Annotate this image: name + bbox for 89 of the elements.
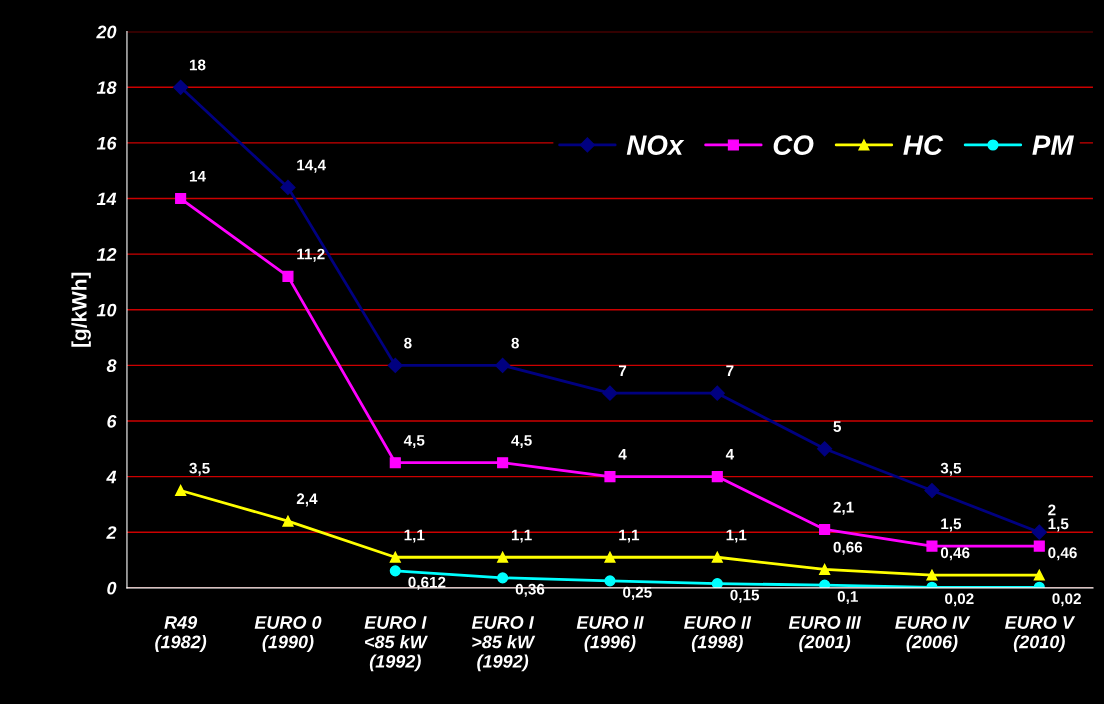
data-label: 14	[189, 170, 206, 182]
y-tick-label: 10	[96, 303, 117, 317]
y-tick-label: 0	[107, 581, 117, 595]
data-label: 4,5	[511, 435, 532, 449]
data-label: 5	[833, 421, 842, 432]
data-label: 0,15	[730, 589, 760, 603]
data-label: 0,02	[1052, 593, 1081, 607]
x-tick-label: EURO I <85 kW (1992)	[364, 616, 428, 672]
point	[389, 457, 401, 469]
data-label: 1,5	[941, 518, 962, 532]
data-label: 2,4	[296, 493, 318, 507]
point	[387, 357, 403, 373]
data-label: 7	[726, 365, 734, 377]
point	[495, 357, 511, 373]
y-tick-label: 2	[106, 526, 117, 539]
point	[604, 575, 616, 587]
point	[1033, 569, 1045, 581]
point	[817, 441, 833, 457]
point	[604, 551, 616, 563]
data-label: 1,1	[619, 529, 640, 543]
legend-label: CO	[773, 135, 814, 155]
point	[389, 565, 401, 577]
point	[497, 551, 509, 563]
data-label: 1,1	[726, 529, 747, 543]
data-label: 4	[618, 449, 627, 460]
legend-label: HC	[903, 135, 944, 155]
y-axis-title: [g/kWh]	[71, 272, 91, 347]
point	[711, 551, 723, 563]
point	[173, 79, 189, 95]
x-tick-label: EURO III (2001)	[788, 616, 862, 652]
data-label: 3,5	[189, 462, 210, 476]
y-tick-label: 4	[106, 470, 117, 484]
data-label: 8	[511, 337, 519, 349]
point	[1031, 524, 1047, 540]
point	[282, 515, 294, 527]
point	[711, 471, 723, 483]
x-tick-label: EURO V (2010)	[1005, 616, 1076, 652]
point	[926, 540, 938, 552]
legend-label: PM	[1032, 135, 1075, 155]
point	[497, 457, 509, 469]
point	[175, 192, 187, 205]
point	[819, 563, 831, 576]
data-label: 0,66	[833, 541, 863, 555]
data-label: 0,46	[940, 547, 970, 561]
point	[175, 484, 187, 497]
point	[280, 179, 296, 195]
x-tick-label: EURO IV (2006)	[895, 616, 971, 652]
data-label: 0,612	[408, 576, 446, 590]
y-tick-label: 16	[96, 136, 117, 150]
data-label: 14,4	[297, 159, 326, 173]
y-tick-label: 20	[96, 25, 117, 39]
data-label: 1,5	[1048, 518, 1069, 532]
data-label: 0,25	[623, 586, 652, 600]
x-tick-label: EURO I >85 kW (1992)	[471, 616, 536, 672]
data-label: 2,1	[833, 501, 854, 515]
data-label: 8	[404, 337, 412, 349]
data-label: 1,1	[511, 529, 532, 543]
y-tick-label: 14	[96, 192, 117, 206]
point	[819, 579, 831, 588]
point	[604, 471, 616, 483]
x-tick-label: R49 (1982)	[155, 616, 207, 652]
point	[819, 523, 831, 535]
data-label: 7	[618, 365, 627, 377]
data-label: 4,5	[403, 435, 425, 449]
y-tick-label: 6	[107, 414, 117, 428]
point	[602, 385, 618, 401]
data-label: 18	[189, 59, 206, 71]
y-tick-label: 18	[96, 81, 117, 95]
data-label: 3,5	[940, 462, 962, 476]
point	[389, 551, 401, 563]
x-tick-label: EURO 0 (1990)	[254, 616, 322, 652]
data-label: 0,46	[1048, 547, 1077, 561]
point	[924, 482, 940, 499]
point	[282, 270, 294, 282]
y-tick-label: 12	[96, 248, 117, 261]
point	[711, 578, 723, 588]
data-label: 4	[725, 449, 735, 460]
y-tick-label: 8	[106, 359, 117, 373]
x-tick-label: EURO II (1996)	[576, 616, 644, 652]
point	[926, 569, 938, 581]
data-label: 1,1	[404, 529, 425, 543]
legend-label: NOx	[626, 135, 685, 155]
data-label: 0,1	[837, 591, 858, 605]
point	[497, 572, 509, 584]
data-label: 0,02	[945, 593, 974, 607]
point	[709, 385, 725, 401]
data-label: 2	[1048, 504, 1056, 516]
point	[1033, 540, 1045, 552]
x-tick-label: EURO II (1998)	[684, 616, 752, 652]
